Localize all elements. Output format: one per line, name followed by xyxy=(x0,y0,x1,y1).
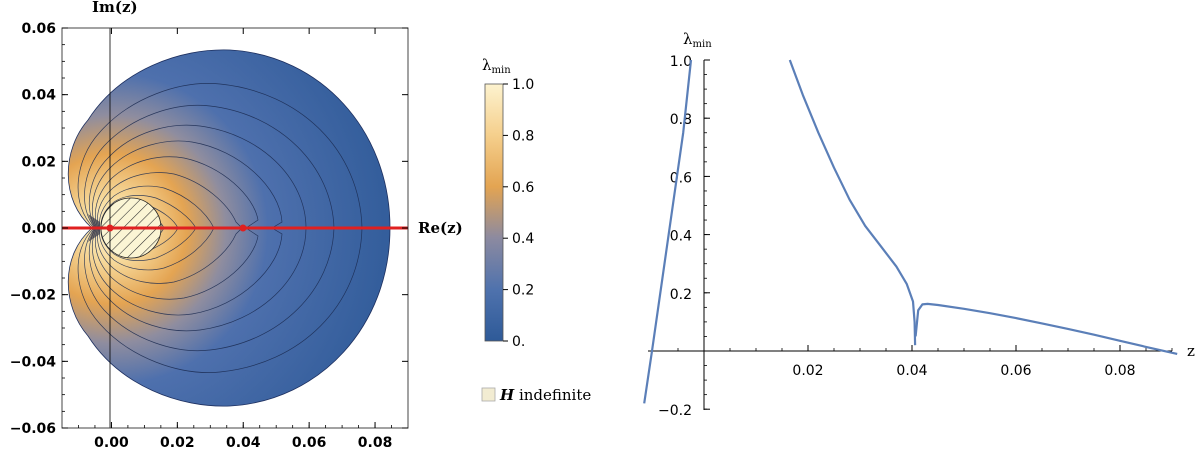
y-tick-label: 0.2 xyxy=(670,287,692,303)
colorbar-tick-label: 1.0 xyxy=(512,77,534,93)
y-tick-label: −0.2 xyxy=(658,403,692,419)
y-tick-label: −0.02 xyxy=(10,288,56,304)
series-line-2 xyxy=(788,59,917,346)
series-line-1 xyxy=(643,59,693,404)
y-tick-label: 0.00 xyxy=(21,221,56,237)
colorbar-tick-label: 0.6 xyxy=(512,180,534,196)
colorbar-tick-label: 0.2 xyxy=(512,283,534,299)
y-tick-label: 0.04 xyxy=(21,88,56,104)
origin-dot xyxy=(106,224,114,232)
y-tick-label: 0.06 xyxy=(21,21,56,37)
left-ticks: 0.00 0.02 0.04 0.06 0.08 −0.06 −0.04 −0.02 0.00 0… xyxy=(10,21,408,451)
x-tick-label: 0.08 xyxy=(358,435,393,451)
x-tick-label: 0.08 xyxy=(1104,363,1135,379)
x-tick-label: 0.00 xyxy=(94,435,129,451)
x-tick-label: 0.06 xyxy=(292,435,327,451)
curves xyxy=(643,59,1178,404)
x-tick-label: 0.04 xyxy=(896,363,927,379)
y-tick-label: 0.6 xyxy=(670,170,692,186)
colorbar-tick-label: 0.4 xyxy=(512,231,534,247)
y-tick-label: 0.4 xyxy=(670,229,692,245)
colorbar-tick-label: 0. xyxy=(512,334,525,350)
colorbar: λmin 0. 0.2 0.4 0.6 0.8 1.0 xyxy=(482,56,534,350)
colorbar-tick-label: 0.8 xyxy=(512,128,534,144)
colorbar-gradient xyxy=(484,83,504,342)
legend-hatched-swatch xyxy=(481,387,496,402)
x-tick-label: 0.06 xyxy=(1000,363,1031,379)
y-tick-label: 0.8 xyxy=(670,112,692,128)
y-axis-title: λmin xyxy=(683,30,712,50)
legend-label: H indefinite xyxy=(499,386,591,404)
legend: H indefinite xyxy=(481,386,591,404)
x-axis-title: Re(z) xyxy=(418,219,463,237)
line-plot-panel: 0.02 0.04 0.06 0.08 −0.2 0.2 0.4 0.6 0.8 1.0 z λm… xyxy=(643,30,1195,419)
x-tick-label: 0.04 xyxy=(226,435,261,451)
y-tick-label: −0.04 xyxy=(10,354,57,370)
colorbar-title: λmin xyxy=(482,56,511,76)
x-axis-title: z xyxy=(1187,342,1195,360)
y-axis-title: Im(z) xyxy=(92,0,138,16)
y-tick-label: 1.0 xyxy=(670,54,692,70)
right-ticks: 0.02 0.04 0.06 0.08 −0.2 0.2 0.4 0.6 0.8 1.0 xyxy=(651,54,1173,419)
marker-dot xyxy=(239,224,247,232)
y-tick-label: −0.06 xyxy=(10,421,56,437)
y-tick-label: 0.02 xyxy=(21,154,56,170)
x-tick-label: 0.02 xyxy=(792,363,823,379)
colorbar-ticks: 0. 0.2 0.4 0.6 0.8 1.0 xyxy=(503,77,534,350)
x-tick-label: 0.02 xyxy=(160,435,195,451)
contour-plot-panel: 0.00 0.02 0.04 0.06 0.08 −0.06 −0.04 −0.02 0.00 0… xyxy=(10,0,463,451)
series-line-3 xyxy=(914,302,1178,355)
